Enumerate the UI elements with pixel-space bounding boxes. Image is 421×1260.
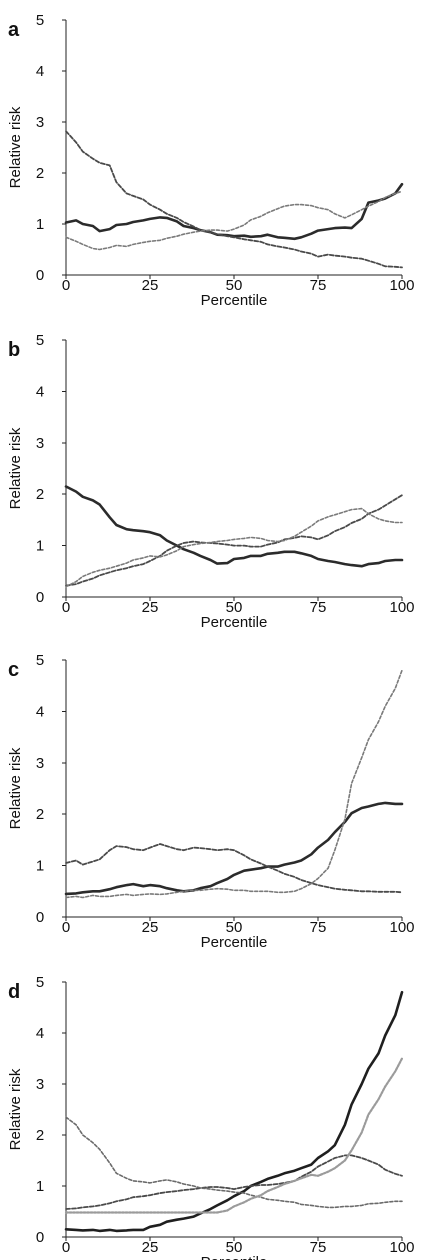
x-tick-label: 50: [226, 277, 243, 294]
y-tick-label: 2: [36, 165, 44, 182]
x-tick-label: 100: [389, 277, 414, 294]
y-tick-label: 1: [36, 1178, 44, 1195]
y-tick-label: 4: [36, 703, 44, 720]
y-tick-label: 3: [36, 755, 44, 772]
series-line-dashed-light: [65, 190, 403, 251]
panel-label: b: [8, 339, 20, 361]
series-line-dashed-light: [65, 669, 403, 899]
panel-label: c: [8, 659, 19, 681]
series-line-dashed-dark: [65, 130, 403, 269]
x-tick-label: 100: [389, 1239, 414, 1256]
y-axis-label: Relative risk: [7, 427, 24, 509]
series-line-solid-thick: [64, 182, 404, 241]
x-axis-label: Percentile: [201, 934, 268, 951]
x-axis-label: Percentile: [201, 1254, 268, 1260]
y-tick-label: 3: [36, 114, 44, 131]
y-tick-label: 0: [36, 589, 44, 606]
x-tick-label: 25: [142, 277, 159, 294]
x-tick-label: 0: [62, 277, 70, 294]
series-line-dashed-dark: [65, 494, 403, 587]
x-tick-label: 75: [310, 599, 327, 616]
series-line-dashed-light: [65, 1116, 403, 1209]
y-tick-label: 3: [36, 435, 44, 452]
x-axis-label: Percentile: [201, 292, 268, 309]
y-tick-label: 1: [36, 216, 44, 233]
y-tick-label: 2: [36, 1127, 44, 1144]
y-tick-label: 5: [36, 12, 44, 29]
y-tick-label: 2: [36, 806, 44, 823]
y-tick-label: 2: [36, 486, 44, 503]
y-tick-label: 3: [36, 1076, 44, 1093]
x-tick-label: 25: [142, 1239, 159, 1256]
x-tick-label: 100: [389, 919, 414, 936]
y-axis-label: Relative risk: [7, 1068, 24, 1150]
series-line-solid-thick: [64, 990, 404, 1233]
y-tick-label: 1: [36, 538, 44, 555]
series-line-dashed-dark: [65, 1154, 403, 1210]
y-tick-label: 4: [36, 1025, 44, 1042]
x-tick-label: 0: [62, 599, 70, 616]
y-tick-label: 4: [36, 63, 44, 80]
series-line-dotted-light: [64, 1057, 404, 1214]
x-tick-label: 75: [310, 1239, 327, 1256]
x-tick-label: 0: [62, 1239, 70, 1256]
panel-label: a: [8, 19, 20, 41]
series-line-dashed-dark: [65, 843, 403, 894]
x-axis-label: Percentile: [201, 614, 268, 631]
y-tick-label: 0: [36, 1229, 44, 1246]
panel-label: d: [8, 981, 20, 1003]
x-tick-label: 50: [226, 599, 243, 616]
y-tick-label: 1: [36, 858, 44, 875]
x-tick-label: 25: [142, 919, 159, 936]
x-tick-label: 0: [62, 919, 70, 936]
y-tick-label: 5: [36, 652, 44, 669]
series-line-solid-thick: [64, 485, 404, 568]
series-line-solid-thick: [64, 801, 404, 896]
x-tick-label: 50: [226, 919, 243, 936]
y-axis-label: Relative risk: [7, 106, 24, 188]
x-tick-label: 50: [226, 1239, 243, 1256]
x-tick-label: 100: [389, 599, 414, 616]
y-tick-label: 0: [36, 909, 44, 926]
y-tick-label: 5: [36, 974, 44, 991]
x-tick-label: 75: [310, 277, 327, 294]
panel-d: d0123450255075100PercentileRelative risk: [7, 974, 415, 1260]
x-tick-label: 75: [310, 919, 327, 936]
y-tick-label: 0: [36, 267, 44, 284]
series-line-dashed-light: [65, 507, 403, 588]
y-tick-label: 4: [36, 383, 44, 400]
x-tick-label: 25: [142, 599, 159, 616]
y-tick-label: 5: [36, 332, 44, 349]
y-axis-label: Relative risk: [7, 747, 24, 829]
